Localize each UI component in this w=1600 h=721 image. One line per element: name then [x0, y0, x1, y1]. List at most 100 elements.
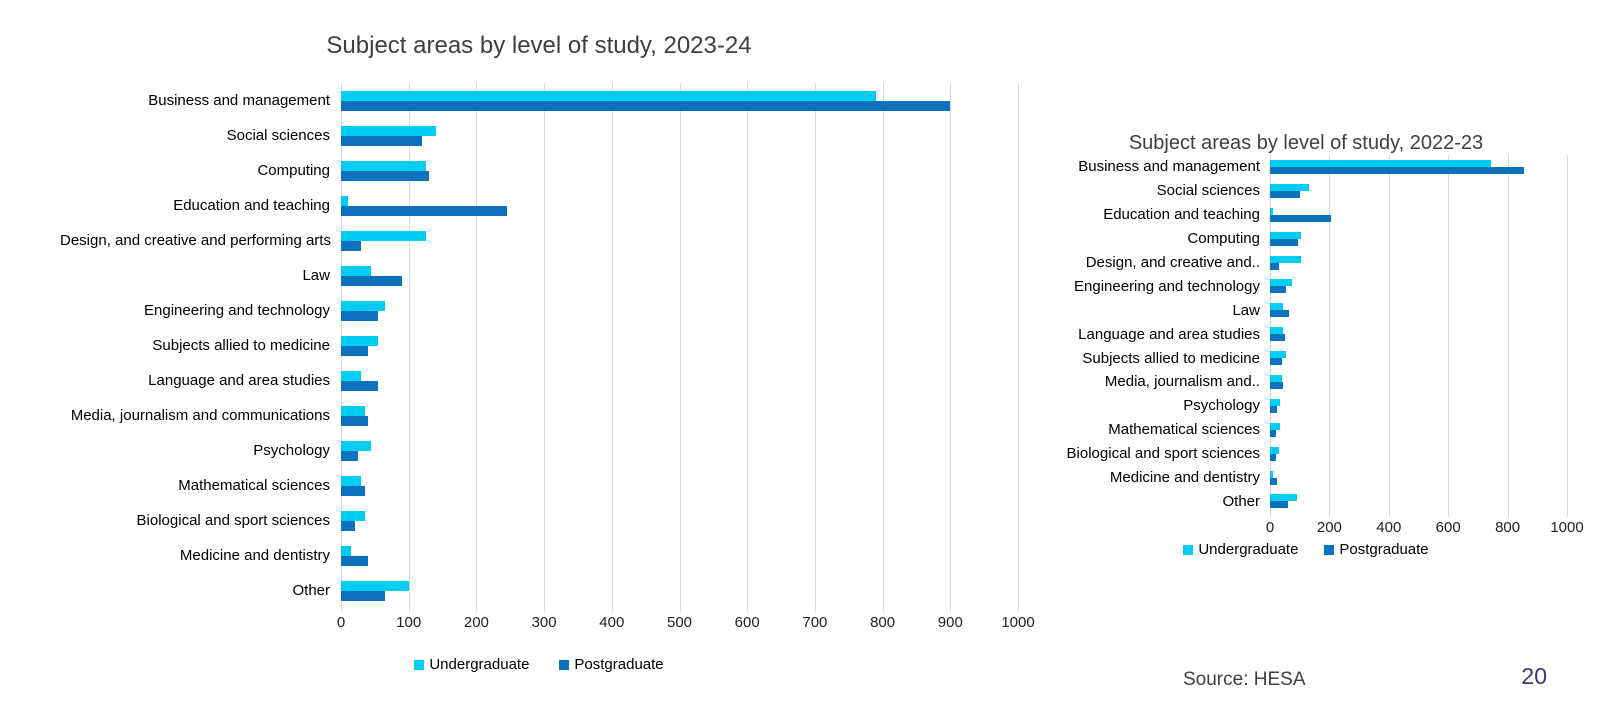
category-label: Mathematical sciences	[178, 477, 330, 494]
chart-row: Other	[1045, 489, 1567, 513]
bar-group	[341, 433, 1018, 468]
category-label: Education and teaching	[173, 197, 330, 214]
bar-undergraduate	[341, 90, 876, 101]
chart-row: Other	[60, 573, 1018, 608]
category-label: Computing	[257, 162, 330, 179]
bar-group	[341, 573, 1018, 608]
chart-row: Subjects allied to medicine	[1045, 346, 1567, 370]
category-label: Medicine and dentistry	[1109, 469, 1260, 487]
bar-group	[1270, 370, 1567, 394]
undergraduate-swatch	[414, 659, 425, 670]
bar-postgraduate	[1270, 477, 1278, 485]
bar-group	[1270, 155, 1567, 179]
x-tick-label: 700	[802, 614, 828, 631]
x-axis: 0 100 200 300 400 500 600 700 800 900 1000	[337, 612, 1035, 634]
x-tick-label: 600	[1435, 519, 1461, 537]
x-tick-label: 500	[666, 614, 693, 631]
bar-group	[341, 538, 1018, 573]
bar-postgraduate	[341, 450, 358, 461]
bar-group	[341, 398, 1018, 433]
category-label: Mathematical sciences	[1108, 421, 1260, 439]
chart-row: Engineering and technology	[60, 293, 1018, 328]
bar-postgraduate	[341, 205, 507, 216]
bar-postgraduate	[341, 520, 355, 531]
chart-row: Law	[60, 258, 1018, 293]
bar-group	[341, 258, 1018, 293]
bar-undergraduate	[1270, 446, 1279, 454]
chart-2022-23: Subject areas by level of study, 2022-23…	[1045, 130, 1584, 558]
bar-undergraduate	[1270, 374, 1282, 382]
bar-undergraduate	[1270, 470, 1273, 478]
category-label: Language and area studies	[148, 372, 330, 389]
category-label: Psychology	[253, 442, 330, 459]
x-tick-label: 800	[870, 614, 896, 631]
bar-group	[341, 363, 1018, 398]
x-tick-label: 400	[599, 614, 625, 631]
undergraduate-swatch	[1183, 544, 1194, 555]
bar-postgraduate	[1270, 334, 1285, 342]
bar-undergraduate	[1270, 422, 1281, 430]
bar-group	[1270, 322, 1567, 346]
category-label: Engineering and technology	[1074, 277, 1260, 295]
bar-undergraduate	[341, 335, 379, 346]
bar-group	[1270, 251, 1567, 275]
chart-row: Design, and creative and performing arts	[60, 223, 1018, 258]
bar-postgraduate	[341, 345, 369, 356]
category-label: Other	[292, 582, 330, 599]
bar-group	[1270, 418, 1567, 442]
chart-row: Law	[1045, 298, 1567, 322]
x-tick-label: 100	[396, 614, 422, 631]
x-tick-label: 1000	[1001, 614, 1035, 631]
bar-postgraduate	[341, 100, 951, 111]
plot-area: Business and management Social sciences Co…	[60, 83, 1019, 612]
bar-postgraduate	[1270, 501, 1288, 509]
bar-postgraduate	[1270, 310, 1290, 318]
bar-undergraduate	[341, 545, 352, 556]
x-tick-label: 200	[1316, 519, 1342, 537]
category-label: Language and area studies	[1078, 325, 1260, 343]
chart-rows: Business and management Social sciences Co…	[60, 83, 1018, 608]
gridline	[1567, 155, 1568, 518]
legend-label: Undergraduate	[429, 656, 530, 673]
category-label: Social sciences	[226, 127, 330, 144]
page-number: 20	[1521, 663, 1547, 689]
chart-title: Subject areas by level of study, 2023-24	[326, 32, 752, 59]
x-tick-label: 600	[734, 614, 760, 631]
bar-group	[341, 468, 1018, 503]
legend-item-undergraduate: Undergraduate	[1183, 541, 1298, 558]
category-label: Social sciences	[1156, 182, 1260, 200]
chart-row: Social sciences	[60, 118, 1018, 153]
x-tick-label: 400	[1376, 519, 1402, 537]
chart-row: Engineering and technology	[1045, 274, 1567, 298]
category-label: Other	[1222, 492, 1260, 510]
category-label: Design, and creative and performing arts	[60, 232, 331, 249]
bar-postgraduate	[341, 555, 369, 566]
bar-postgraduate	[1270, 453, 1276, 461]
chart-row: Psychology	[1045, 394, 1567, 418]
category-label: Biological and sport sciences	[136, 512, 330, 529]
category-label: Law	[1232, 301, 1260, 319]
chart-rows: Business and management Social sciences Ed…	[1045, 155, 1567, 513]
bar-postgraduate	[1270, 214, 1331, 222]
chart-title: Subject areas by level of study, 2022-23	[1128, 132, 1484, 154]
plot-area: Business and management Social sciences Ed…	[1045, 155, 1568, 518]
chart-row: Psychology	[60, 433, 1018, 468]
category-label: Psychology	[1183, 397, 1260, 415]
chart-row: Computing	[60, 153, 1018, 188]
bar-group	[341, 83, 1018, 118]
bar-group	[341, 153, 1018, 188]
bar-group	[1270, 274, 1567, 298]
bar-postgraduate	[341, 590, 385, 601]
bar-postgraduate	[341, 380, 379, 391]
x-tick-label: 1000	[1550, 519, 1584, 537]
bar-undergraduate	[341, 195, 348, 206]
bar-group	[341, 118, 1018, 153]
x-tick-label: 800	[1495, 519, 1521, 537]
gridline	[1018, 83, 1019, 612]
category-label: Media, journalism and communications	[70, 407, 330, 424]
bar-undergraduate	[341, 230, 426, 241]
chart-row: Language and area studies	[60, 363, 1018, 398]
bar-group	[1270, 227, 1567, 251]
bar-postgraduate	[1270, 381, 1284, 389]
